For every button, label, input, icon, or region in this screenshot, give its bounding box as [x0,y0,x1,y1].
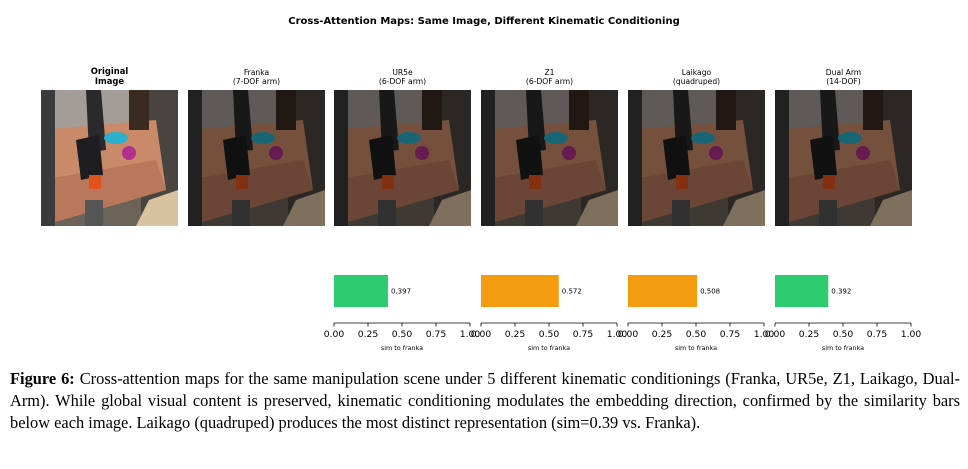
x-tick-label: 0.75 [867,329,888,340]
panel-subtitle-line: (14-DOF) [826,77,861,86]
x-axis-label: sim to franka [528,344,570,352]
panel-subtitle-line: (7-DOF arm) [232,77,281,86]
panel-title: UR5e (6-DOF arm) [334,68,471,86]
similarity-bar [334,275,388,307]
x-tick-label: 0.75 [426,329,447,340]
caption-label: Figure 6: [10,369,75,388]
panel-title: Laikago (quadruped) [628,68,765,86]
caption-text: Cross-attention maps for the same manipu… [10,369,961,432]
x-tick-label: 0.25 [652,329,673,340]
panel-title: Z1 (6-DOF arm) [481,68,618,86]
original-image [41,90,178,226]
figure-title: Cross-Attention Maps: Same Image, Differ… [288,16,680,27]
x-tick-label: 0.50 [686,329,707,340]
bar-value-label: 0.397 [391,288,411,296]
x-tick-label: 0.50 [539,329,560,340]
x-axis-label: sim to franka [822,344,864,352]
x-tick-label: 0.50 [392,329,413,340]
panel-subtitle-line: (6-DOF arm) [378,77,427,86]
panel-title: Dual Arm (14-DOF) [775,68,912,86]
panel-title-line: UR5e [392,68,413,77]
x-tick-label: 0.00 [765,329,786,340]
x-tick-label: 0.25 [799,329,820,340]
x-tick-label: 0.00 [324,329,345,340]
x-tick-label: 1.00 [901,329,922,340]
bar-value-label: 0.392 [831,288,851,296]
attention-map-image [628,90,765,226]
attention-map-image [481,90,618,226]
x-tick-label: 0.75 [720,329,741,340]
x-tick-label: 1.00 [754,329,775,340]
bar-value-label: 0.508 [700,288,720,296]
x-tick-label: 0.75 [573,329,594,340]
panel-title: Original Image [41,66,178,86]
attention-map-image [334,90,471,226]
similarity-bar [775,275,829,307]
panel-title-line: Franka [243,68,270,77]
panel-subtitle-line: (quadruped) [672,77,721,86]
panel-title-line: Original [90,66,129,76]
similarity-bar [628,275,698,307]
x-axis-label: sim to franka [381,344,423,352]
attention-map-image [775,90,912,226]
x-tick-label: 1.00 [607,329,628,340]
x-tick-label: 0.50 [833,329,854,340]
x-tick-label: 0.00 [618,329,639,340]
attention-map-image [188,90,325,226]
panel-title-line: Dual Arm [825,68,862,77]
figure-caption: Figure 6: Cross-attention maps for the s… [10,368,960,434]
x-tick-label: 0.00 [471,329,492,340]
panel-title-line: Laikago [681,68,712,77]
x-tick-label: 1.00 [460,329,481,340]
x-tick-label: 0.25 [505,329,526,340]
bar-value-label: 0.572 [562,288,582,296]
panel-title-line: Z1 [544,68,555,77]
similarity-bar [481,275,559,307]
panel-subtitle-line: (6-DOF arm) [525,77,574,86]
x-tick-label: 0.25 [358,329,379,340]
panel-title: Franka (7-DOF arm) [188,68,325,86]
x-axis-label: sim to franka [675,344,717,352]
panel-subtitle-line: Image [94,75,125,86]
